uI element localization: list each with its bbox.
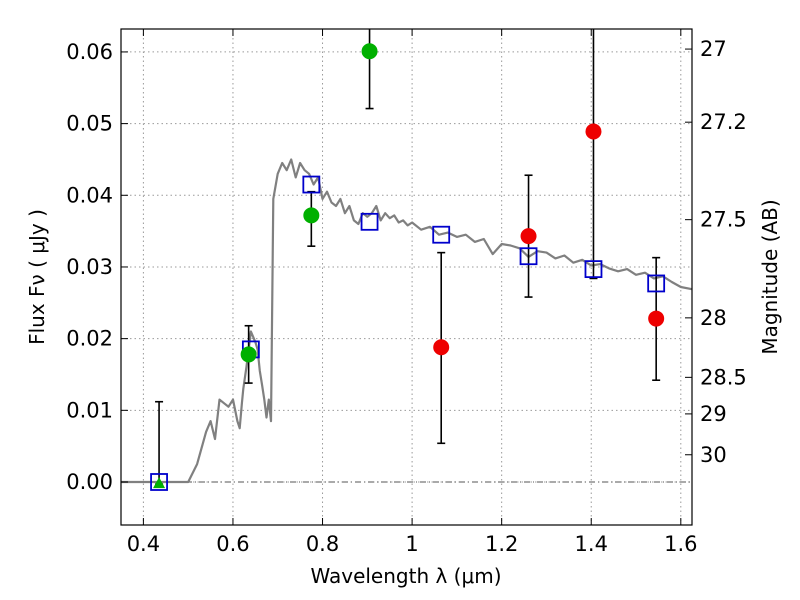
model-band-square (647, 274, 666, 293)
green-data-point (240, 346, 257, 363)
data-markers (150, 43, 666, 491)
model-band-square (519, 247, 538, 266)
y2-tick-label: 27.5 (700, 208, 747, 232)
upper-limit-triangle (153, 477, 166, 489)
y2-tick-label: 28 (700, 306, 727, 330)
y-tick-label: 0.00 (66, 470, 113, 494)
x-tick-label: 1.6 (664, 532, 697, 556)
y2-tick-label: 27.2 (700, 110, 747, 134)
y2-tick-labels: 27 27.2 27.5 28 28.5 29 30 (700, 37, 747, 467)
plot-frame (120, 28, 693, 526)
y-tick-label: 0.01 (66, 398, 113, 422)
y-tick-label: 0.04 (66, 183, 113, 207)
x-tick-label: 1 (405, 532, 418, 556)
green-data-point (303, 207, 320, 224)
plot-background (121, 29, 692, 525)
model-band-square (584, 260, 603, 279)
model-band-square (360, 212, 379, 231)
y-tick-label: 0.02 (66, 327, 113, 351)
red-data-point (648, 310, 665, 327)
model-band-square (150, 473, 168, 491)
green-data-point (361, 43, 378, 60)
x-axis-label: Wavelength λ (μm) (310, 564, 501, 588)
x-tick-label: 0.4 (127, 532, 160, 556)
red-data-point (520, 228, 537, 245)
y-tick-label: 0.05 (66, 112, 113, 136)
model-band-square (432, 225, 451, 244)
y2-tick-label: 27 (700, 37, 727, 61)
axis-ticks (121, 29, 692, 525)
red-data-point (433, 339, 450, 356)
y-tick-label: 0.06 (66, 40, 113, 64)
y2-tick-label: 30 (700, 443, 727, 467)
x-tick-label: 0.6 (216, 532, 249, 556)
x-tick-label: 1.4 (575, 532, 608, 556)
red-data-point (585, 123, 602, 140)
y-axis-label: Flux Fν ( μJy ) (25, 209, 49, 345)
y-tick-label: 0.03 (66, 255, 113, 279)
y2-tick-label: 29 (700, 402, 727, 426)
x-tick-label: 0.8 (306, 532, 339, 556)
model-band-square (302, 175, 321, 194)
x-tick-label: 1.2 (485, 532, 518, 556)
x-tick-labels: 0.4 0.6 0.8 1 1.2 1.4 1.6 (127, 532, 698, 556)
y-tick-labels: 0.00 0.01 0.02 0.03 0.04 0.05 0.06 (66, 40, 113, 494)
y2-tick-label: 28.5 (700, 365, 747, 389)
y2-axis-label: Magnitude (AB) (758, 199, 782, 354)
